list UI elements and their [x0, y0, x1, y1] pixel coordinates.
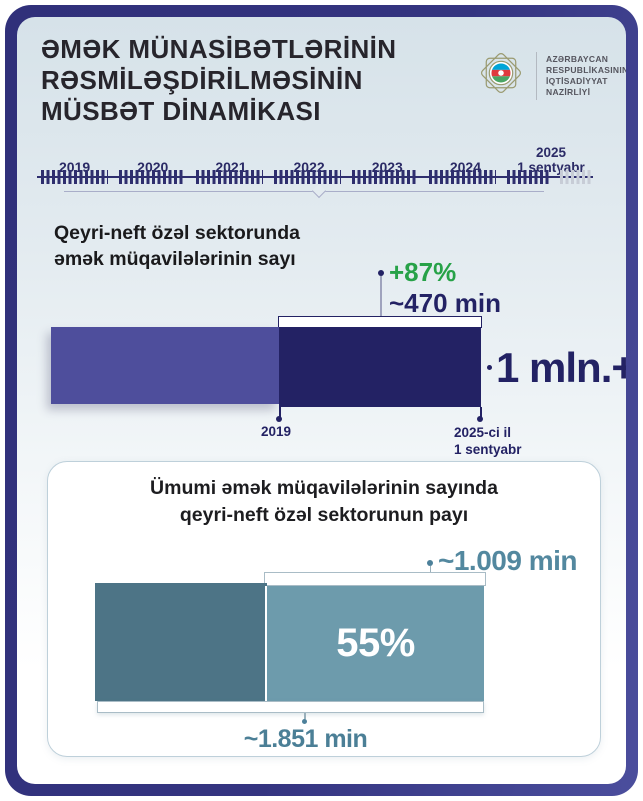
chart2-segment-percent: 55% — [336, 621, 415, 665]
chart2-card: Ümumi əmək müqavilələrinin sayında qeyri… — [47, 461, 601, 757]
chart2-segment-value: ~1.009 min — [438, 545, 577, 576]
chart1-bar-2025 — [279, 328, 481, 407]
timeline-ticks-group-2019 — [41, 170, 108, 184]
chart1-start-label: 2019 — [261, 424, 292, 439]
chart1-axis-stem-2025 — [480, 407, 482, 418]
chart2-title-line-2: qeyri-neft özəl sektorunun payı — [179, 504, 469, 526]
ministry-emblem-icon — [475, 47, 527, 104]
timeline-ticks — [41, 170, 593, 184]
timeline-ticks-group-2023 — [351, 170, 419, 184]
chart1-title-line-2: əmək müqavilələrinin sayı — [54, 248, 296, 270]
ministry-name-line-2: RESPUBLİKASININ — [546, 64, 626, 75]
chart2-segment-callout-line — [429, 566, 431, 574]
ministry-name-line-1: AZƏRBAYCAN — [546, 53, 609, 64]
timeline-ticks-group-2020 — [118, 170, 186, 184]
chart2-segment-callout-dot — [427, 560, 433, 566]
chart1-increase-strip — [278, 316, 482, 328]
chart1-bar-2019 — [51, 327, 279, 404]
chart1-title: Qeyri-neft özəl sektorunda əmək müqavilə… — [54, 220, 300, 272]
timeline-ticks-group-2021 — [196, 170, 264, 184]
chart2-title-line-1: Ümumi əmək müqavilələrinin sayında — [150, 477, 498, 499]
chart1-axis-stem-2019 — [279, 407, 281, 418]
chart1-axis-dot-2025 — [477, 416, 483, 422]
chart1-growth-callout-dot — [378, 270, 384, 276]
chart2-total-callout-line — [304, 713, 306, 719]
chart1-growth-percent: +87% — [389, 257, 457, 287]
timeline-year-2025-value: 2025 — [536, 145, 567, 160]
chart1-axis-dot-2019 — [276, 416, 282, 422]
chart1-end-label-line-1: 2025-ci il — [454, 425, 512, 440]
chart2-total-callout-dot — [302, 719, 307, 724]
chart2-title: Ümumi əmək müqavilələrinin sayında qeyri… — [48, 475, 600, 529]
chart2-bar-segment: 55% — [265, 586, 486, 701]
ministry-name-line-4: NAZİRLİYİ — [546, 86, 591, 97]
chart1-title-line-1: Qeyri-neft özəl sektorunda — [54, 222, 300, 244]
ministry-name-line-3: İQTİSADİYYAT — [546, 75, 608, 86]
page-title-line-3: MÜSBƏT DİNAMİKASI — [41, 96, 321, 126]
chart2-segment-top-strip — [264, 572, 486, 586]
chart1-end-label-line-2: 1 sentyabr — [454, 442, 522, 457]
timeline-ticks-group-2022 — [274, 170, 341, 184]
chart2-bar-rest — [95, 583, 267, 701]
timeline-ticks-group-2025 — [507, 170, 550, 184]
chart1-growth-labels: +87% ~470 min — [389, 257, 501, 319]
infographic-frame: ƏMƏK MÜNASİBƏTLƏRİNİN RƏSMİLƏŞDİRİLMƏSİN… — [5, 5, 638, 796]
infographic-content: ƏMƏK MÜNASİBƏTLƏRİNİN RƏSMİLƏŞDİRİLMƏSİN… — [17, 17, 626, 784]
logo-divider — [536, 51, 537, 100]
chart1-growth-callout-line — [380, 276, 382, 316]
timeline-notch-marker — [311, 183, 327, 199]
chart2-total-value: ~1.851 min — [243, 725, 368, 753]
chart1-end-label: 2025-ci il 1 sentyabr — [454, 424, 522, 458]
timeline-ticks-group-2024 — [429, 170, 497, 184]
page-title: ƏMƏK MÜNASİBƏTLƏRİNİN RƏSMİLƏŞDİRİLMƏSİN… — [41, 34, 396, 127]
timeline-ticks-group-future — [560, 170, 593, 184]
timeline-underline — [64, 191, 544, 192]
ministry-name: AZƏRBAYCAN RESPUBLİKASININ İQTİSADİYYAT … — [546, 54, 626, 98]
page-title-line-2: RƏSMİLƏŞDİRİLMƏSİNİN — [41, 65, 363, 95]
chart1-growth-amount: ~470 min — [389, 288, 502, 318]
page-title-line-1: ƏMƏK MÜNASİBƏTLƏRİNİN — [41, 34, 397, 64]
ministry-logo: AZƏRBAYCAN RESPUBLİKASININ İQTİSADİYYAT … — [475, 47, 626, 104]
chart1-total-callout-dot — [487, 365, 492, 370]
chart1-total-value: 1 mln.+ — [496, 344, 626, 391]
chart2-total-base-strip — [97, 701, 484, 713]
